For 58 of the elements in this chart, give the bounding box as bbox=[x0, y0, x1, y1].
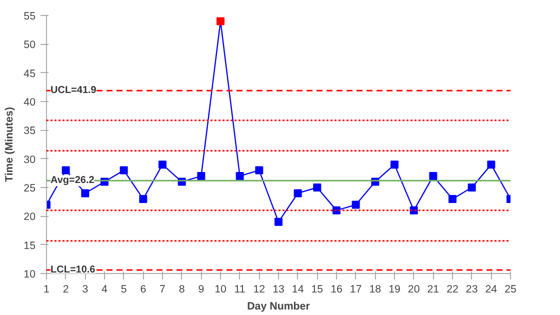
x-tick-label: 6 bbox=[140, 284, 146, 296]
x-tick-label: 11 bbox=[234, 284, 246, 296]
point bbox=[468, 184, 476, 192]
y-axis-title: Time (Minutes) bbox=[4, 106, 16, 182]
x-tick-label: 2 bbox=[62, 284, 69, 296]
x-tick-label: 13 bbox=[272, 284, 284, 296]
y-tick-label: 15 bbox=[24, 240, 36, 252]
x-tick-label: 15 bbox=[311, 284, 324, 296]
point bbox=[62, 166, 70, 174]
point bbox=[448, 194, 456, 203]
point bbox=[274, 218, 282, 226]
ref-line-label: LCL=10.6 bbox=[50, 264, 96, 276]
x-axis-title: Day Number bbox=[247, 300, 310, 312]
point bbox=[429, 172, 438, 180]
x-tick-label: 24 bbox=[485, 284, 498, 296]
x-tick-label: 16 bbox=[330, 284, 342, 296]
x-tick-label: 12 bbox=[253, 284, 266, 296]
x-tick-label: 17 bbox=[350, 284, 362, 296]
x-tick-label: 19 bbox=[388, 284, 400, 296]
point bbox=[139, 194, 148, 203]
y-tick-label: 40 bbox=[24, 96, 36, 108]
x-tick-label: 25 bbox=[504, 284, 516, 296]
point bbox=[294, 189, 302, 198]
point bbox=[81, 189, 90, 198]
x-tick-label: 9 bbox=[198, 284, 204, 296]
ref-line-label: UCL=41.9 bbox=[50, 85, 97, 96]
x-tick-label: 1 bbox=[44, 284, 50, 296]
point bbox=[197, 172, 206, 180]
x-tick-label: 3 bbox=[82, 284, 88, 296]
x-tick-label: 4 bbox=[102, 284, 108, 296]
x-tick-label: 21 bbox=[427, 284, 440, 296]
x-tick-label: 22 bbox=[446, 284, 458, 296]
x-tick-label: 8 bbox=[178, 284, 185, 296]
y-tick-label: 50 bbox=[24, 39, 36, 52]
x-tick-label: 5 bbox=[120, 284, 127, 296]
point bbox=[158, 160, 166, 169]
y-tick-label: 30 bbox=[24, 154, 36, 166]
x-tick-label: 14 bbox=[292, 284, 304, 296]
y-tick-label: 20 bbox=[24, 211, 36, 224]
y-tick-label: 45 bbox=[24, 68, 36, 80]
x-tick-label: 7 bbox=[160, 284, 166, 296]
point bbox=[236, 172, 244, 180]
ref-line-label: Avg=26.2 bbox=[50, 175, 95, 186]
x-tick-label: 18 bbox=[369, 284, 382, 296]
point bbox=[120, 166, 128, 174]
point bbox=[216, 17, 224, 26]
point bbox=[390, 160, 398, 169]
x-tick-label: 23 bbox=[466, 284, 478, 296]
y-tick-label: 10 bbox=[24, 268, 36, 280]
x-tick-label: 20 bbox=[408, 284, 420, 296]
y-tick-label: 35 bbox=[24, 125, 36, 138]
point bbox=[487, 160, 496, 169]
x-tick-label: 10 bbox=[214, 284, 226, 296]
point bbox=[255, 166, 264, 174]
point bbox=[352, 200, 360, 209]
y-tick-label: 55 bbox=[24, 10, 36, 22]
y-tick-label: 25 bbox=[24, 182, 36, 194]
point bbox=[313, 184, 322, 192]
